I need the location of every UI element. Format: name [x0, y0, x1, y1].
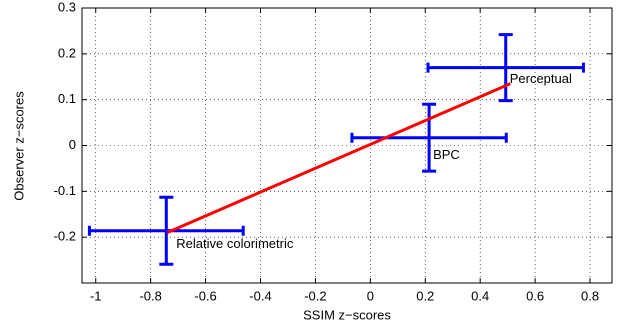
point-label: Relative colorimetric — [176, 236, 294, 251]
x-axis-label: SSIM z−scores — [303, 307, 391, 322]
x-tick-label: 0.8 — [581, 288, 599, 303]
y-tick-label: -0.2 — [54, 229, 76, 244]
y-tick-label: -0.1 — [54, 183, 76, 198]
y-tick-label: 0.1 — [58, 91, 76, 106]
point-label: Perceptual — [510, 71, 572, 86]
x-tick-label: 0.6 — [526, 288, 544, 303]
y-axis-label: Observer z−scores — [11, 91, 26, 201]
x-tick-label: -1 — [90, 288, 102, 303]
fit-line — [166, 82, 511, 234]
y-error-bar — [422, 102, 437, 173]
x-tick-label: 0 — [367, 288, 374, 303]
y-error-bar — [159, 195, 174, 266]
x-tick-label: -0.4 — [249, 288, 271, 303]
y-tick-label: 0 — [69, 137, 76, 152]
x-tick-label: -0.6 — [194, 288, 216, 303]
y-tick-label: 0.2 — [58, 45, 76, 60]
y-error-bar — [498, 33, 513, 103]
x-tick-label: -0.2 — [304, 288, 326, 303]
plot-frame — [81, 7, 613, 284]
point-label: BPC — [433, 147, 460, 162]
x-tick-label: 0.2 — [416, 288, 434, 303]
x-tick-label: 0.4 — [471, 288, 489, 303]
x-tick-label: -0.8 — [139, 288, 161, 303]
y-tick-label: 0.3 — [58, 0, 76, 14]
